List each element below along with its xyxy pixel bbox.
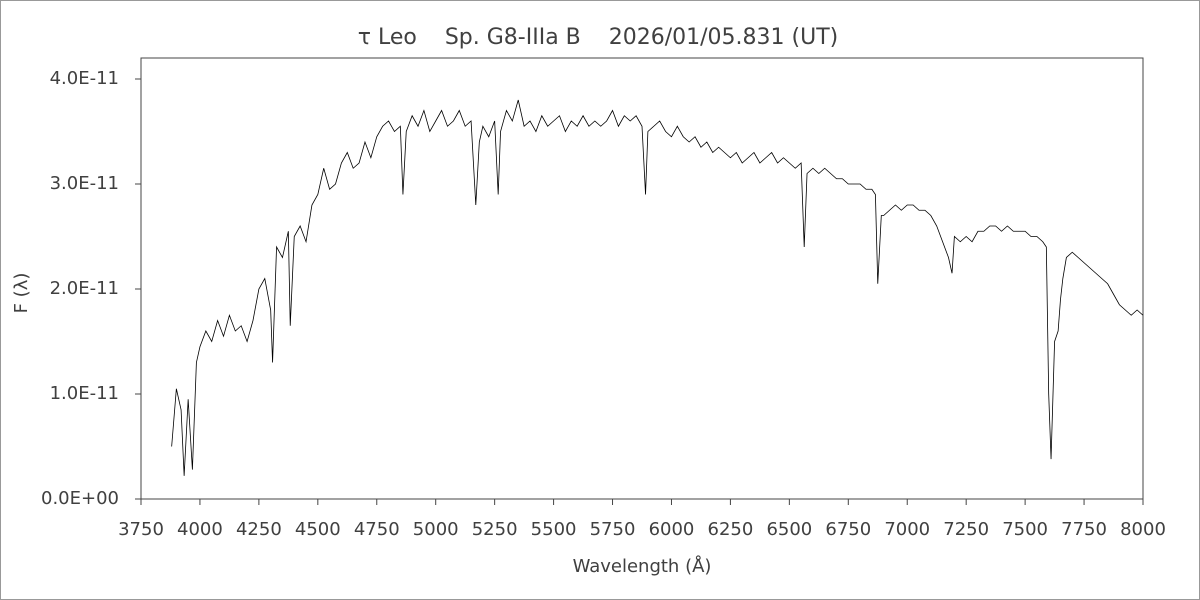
y-axis-label: F (λ) xyxy=(11,273,32,314)
x-tick-label: 4750 xyxy=(354,519,400,540)
y-tick-label: 1.0E-11 xyxy=(50,383,119,404)
x-tick-label: 7500 xyxy=(1002,519,1048,540)
y-tick-label: 2.0E-11 xyxy=(50,278,119,299)
x-axis-label: Wavelength (Å) xyxy=(573,555,712,577)
y-tick-label: 0.0E+00 xyxy=(41,488,119,509)
x-tick-label: 6500 xyxy=(766,519,812,540)
y-tick-label: 4.0E-11 xyxy=(50,68,119,89)
x-tick-label: 7750 xyxy=(1061,519,1107,540)
x-tick-label: 6000 xyxy=(649,519,695,540)
x-tick-label: 7250 xyxy=(943,519,989,540)
x-tick-label: 4500 xyxy=(295,519,341,540)
chart-title: τ Leo Sp. G8-IIIa B 2026/01/05.831 (UT) xyxy=(358,25,838,50)
spectrum-line xyxy=(171,99,1144,476)
x-tick-label: 3750 xyxy=(118,519,164,540)
x-tick-label: 7000 xyxy=(884,519,930,540)
x-tick-label: 8000 xyxy=(1120,519,1166,540)
x-tick-label: 4250 xyxy=(236,519,282,540)
x-tick-label: 5000 xyxy=(413,519,459,540)
plot-frame xyxy=(140,57,1144,500)
x-tick-label: 6250 xyxy=(708,519,754,540)
x-tick-label: 5250 xyxy=(472,519,518,540)
x-tick-label: 5750 xyxy=(590,519,636,540)
x-tick-label: 4000 xyxy=(177,519,223,540)
y-tick-label: 3.0E-11 xyxy=(50,173,119,194)
x-tick-label: 5500 xyxy=(531,519,577,540)
x-tick-label: 6750 xyxy=(825,519,871,540)
